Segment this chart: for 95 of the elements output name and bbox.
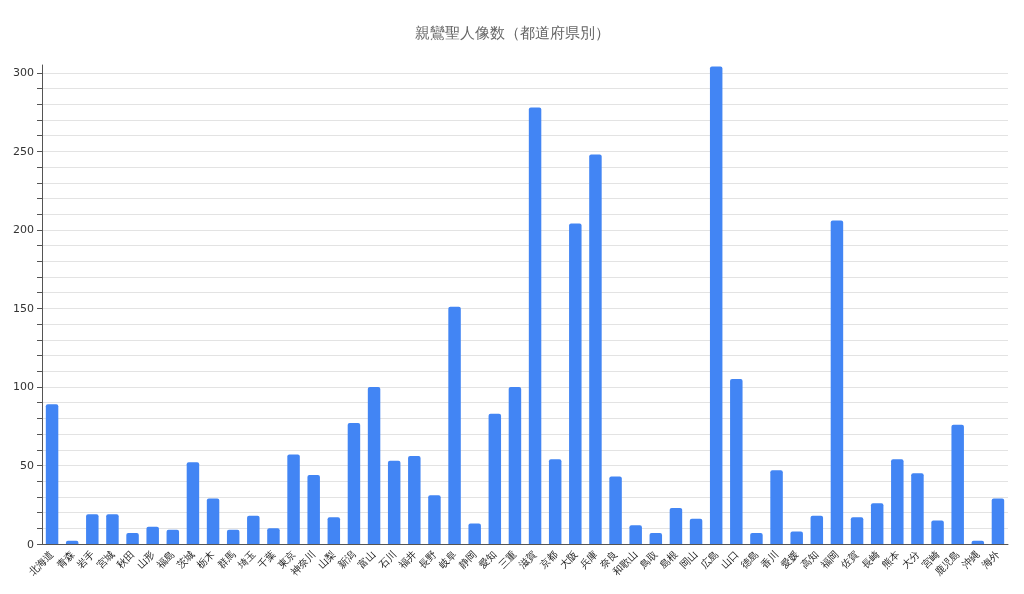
chart-title: 親鸞聖人像数（都道府県別）: [414, 23, 610, 42]
bar: [408, 456, 421, 544]
bar: [488, 413, 502, 544]
bar: [267, 528, 280, 544]
y-tick-label: 250: [13, 144, 34, 158]
bar: [931, 520, 944, 544]
x-tick-label: 福岡: [818, 548, 841, 571]
y-tick-label: 200: [13, 223, 34, 237]
x-tick-label: 岡山: [678, 548, 700, 571]
bar: [387, 460, 401, 544]
x-tick-label: 三重: [496, 548, 519, 571]
x-tick-label: 長野: [416, 548, 439, 571]
bar: [609, 476, 622, 544]
x-tick-label: 海外: [979, 548, 1002, 571]
x-tick-label: 山梨: [315, 548, 338, 571]
y-tick-label: 150: [13, 301, 34, 315]
x-tick-label: 静岡: [456, 548, 479, 571]
bar: [86, 514, 99, 544]
x-tick-label: 茨城: [174, 548, 197, 571]
x-tick-label: 香川: [758, 548, 781, 571]
bar: [186, 462, 200, 544]
bar: [790, 531, 803, 544]
y-tick-label: 50: [20, 458, 34, 472]
x-tick-label: 徳島: [738, 548, 761, 571]
bar: [166, 529, 180, 544]
bar: [589, 154, 602, 544]
x-tick-label: 滋賀: [517, 548, 539, 571]
bar: [689, 518, 703, 544]
bar: [911, 473, 924, 544]
x-tick-label: 熊本: [879, 548, 902, 571]
bar: [126, 533, 139, 544]
x-tick-label: 広島: [698, 548, 721, 571]
x-tick-label: 岐阜: [436, 548, 459, 571]
x-tick-label: 福島: [154, 548, 177, 571]
bar: [106, 514, 119, 544]
bar: [709, 66, 723, 544]
bar: [367, 386, 381, 544]
bar: [891, 459, 904, 544]
x-tick-label: 愛媛: [778, 548, 801, 571]
bar: [730, 379, 743, 544]
bar: [247, 515, 260, 544]
x-tick-label: 青森: [54, 548, 77, 571]
bar: [508, 386, 522, 544]
bar: [830, 220, 844, 544]
y-tick-label: 0: [27, 537, 34, 551]
x-tick-label: 岩手: [74, 548, 97, 571]
x-tick-label: 島根: [657, 548, 680, 571]
x-tick-label: 群馬: [215, 548, 238, 571]
bar: [327, 517, 341, 544]
bar: [206, 498, 220, 544]
x-tick-label: 千葉: [255, 548, 278, 571]
bar: [991, 498, 1005, 544]
x-tick-label: 栃木: [195, 548, 217, 571]
bar: [468, 523, 481, 544]
bar: [669, 507, 683, 544]
x-tick-label: 山口: [718, 548, 741, 571]
bar: [428, 495, 441, 544]
bar: [810, 515, 824, 544]
x-tick-label: 鳥取: [637, 548, 660, 571]
bar: [548, 459, 562, 544]
x-tick-label: 愛知: [476, 548, 499, 571]
x-tick-label: 大阪: [557, 548, 580, 571]
bar: [347, 423, 361, 544]
bar: [629, 525, 642, 544]
y-tick-label: 100: [13, 380, 34, 394]
x-tick-label: 北海道: [26, 548, 56, 578]
x-tick-label: 長崎: [859, 548, 882, 571]
x-tick-label: 宮城: [94, 548, 117, 571]
bar: [649, 533, 663, 544]
x-tick-label: 秋田: [114, 548, 137, 571]
x-tick-label: 佐賀: [839, 548, 861, 571]
x-tick-label: 福井: [396, 548, 419, 571]
bar: [850, 517, 864, 544]
bar: [307, 474, 320, 544]
y-tick-label: 300: [13, 66, 34, 80]
x-tick-label: 山形: [134, 548, 157, 571]
bar: [569, 223, 582, 544]
bar: [528, 107, 542, 544]
bar: [287, 454, 300, 544]
bar: [750, 533, 763, 544]
x-tick-label: 石川: [376, 548, 399, 571]
x-tick-label: 京都: [537, 548, 560, 571]
bar: [146, 526, 159, 544]
x-tick-label: 高知: [798, 548, 821, 571]
bar: [770, 470, 783, 544]
bar: [870, 503, 884, 544]
bar: [448, 306, 461, 544]
bar: [951, 424, 964, 544]
x-tick-label: 大分: [899, 548, 922, 571]
x-tick-label: 沖縄: [959, 548, 982, 571]
x-tick-label: 兵庫: [577, 548, 600, 571]
x-tick-label: 新潟: [335, 548, 358, 571]
x-tick-label: 富山: [356, 548, 378, 571]
bar: [45, 404, 59, 544]
bar: [226, 529, 240, 544]
